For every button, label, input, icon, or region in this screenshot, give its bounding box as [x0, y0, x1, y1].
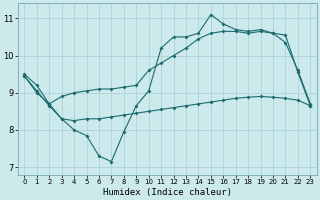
X-axis label: Humidex (Indice chaleur): Humidex (Indice chaleur) [103, 188, 232, 197]
